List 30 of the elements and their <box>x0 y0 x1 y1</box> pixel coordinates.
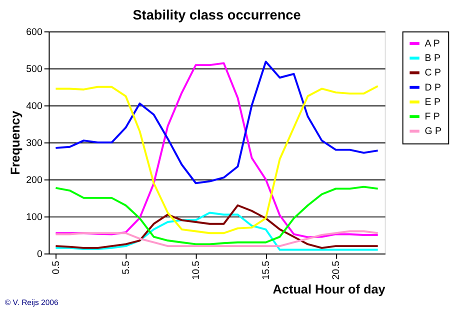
text: © V. Reijs 2006 <box>4 298 58 308</box>
legend-label: G P <box>424 126 442 138</box>
x-tick-label: 0.5 <box>51 260 62 274</box>
x-tick-label: 5.5 <box>121 260 132 274</box>
y-tick-label: 300 <box>26 138 43 149</box>
x-axis-title: Actual Hour of day <box>272 282 386 296</box>
y-tick-label: 200 <box>26 174 43 186</box>
line-series <box>54 85 379 234</box>
line-series <box>54 212 379 251</box>
legend-label: F P <box>424 112 440 123</box>
legend-label: A P <box>424 38 440 50</box>
y-axis-title: Frequency <box>8 110 22 175</box>
legend-label: E P <box>424 96 440 108</box>
y-tick-label: 400 <box>26 100 43 112</box>
y-tick-label: 0 <box>36 248 43 260</box>
y-tick-label: 500 <box>26 64 43 75</box>
chart-title: Stability class occurrence <box>132 8 302 23</box>
y-tick-label: 100 <box>26 212 43 223</box>
line-series <box>54 62 379 238</box>
legend-label: D P <box>424 82 442 94</box>
x-tick-label: 15.5 <box>261 260 272 280</box>
legend-label: B P <box>424 53 440 64</box>
legend-label: C P <box>424 68 442 79</box>
line-series <box>54 60 379 184</box>
line-series <box>54 186 379 246</box>
y-tick-label: 600 <box>26 26 43 38</box>
line-series <box>54 204 379 249</box>
x-tick-label: 10.5 <box>191 260 202 280</box>
x-tick-label: 20.5 <box>331 260 342 280</box>
line-series <box>54 230 379 248</box>
